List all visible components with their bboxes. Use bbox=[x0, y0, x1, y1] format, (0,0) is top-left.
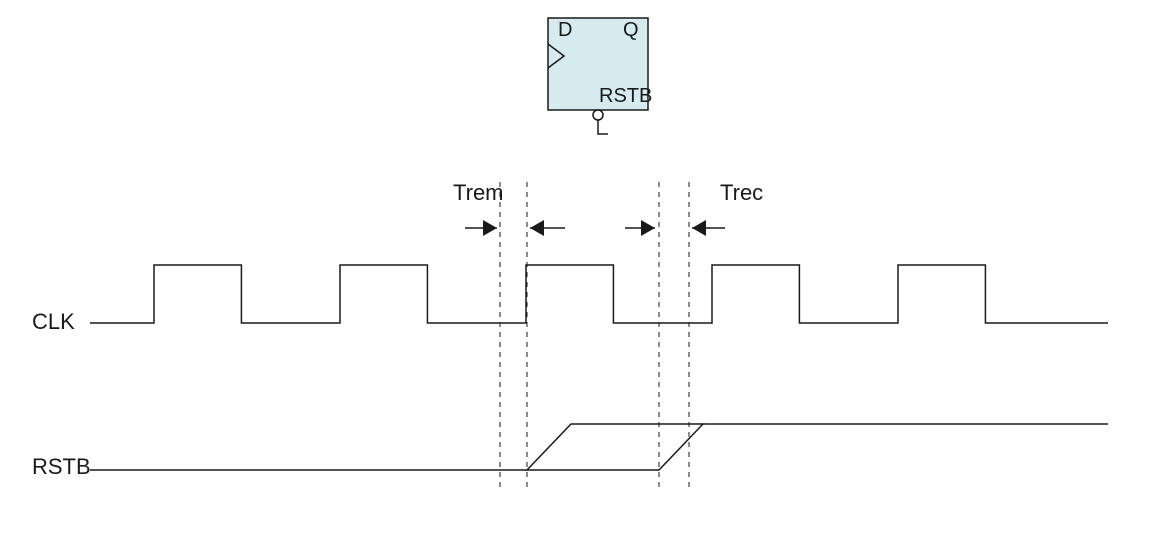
rstb-label: RSTB bbox=[32, 454, 91, 479]
arrow-head-icon bbox=[530, 220, 544, 236]
flipflop-rstb-tail bbox=[598, 120, 608, 134]
flipflop-q-label: Q bbox=[623, 19, 639, 41]
timing-diagram: D Q RSTB Trem Trec CLK RSTB bbox=[0, 0, 1176, 531]
clk-label: CLK bbox=[32, 309, 75, 334]
arrow-head-icon bbox=[483, 220, 497, 236]
trem-label: Trem bbox=[453, 180, 504, 205]
flipflop-rstb-bubble-icon bbox=[593, 110, 603, 120]
rstb-transition bbox=[527, 424, 703, 470]
flipflop-d-label: D bbox=[558, 19, 572, 41]
flipflop-rstb-label: RSTB bbox=[599, 85, 652, 107]
trec-label: Trec bbox=[720, 180, 763, 205]
arrow-head-icon bbox=[641, 220, 655, 236]
clk-waveform bbox=[90, 265, 1108, 323]
arrow-head-icon bbox=[692, 220, 706, 236]
